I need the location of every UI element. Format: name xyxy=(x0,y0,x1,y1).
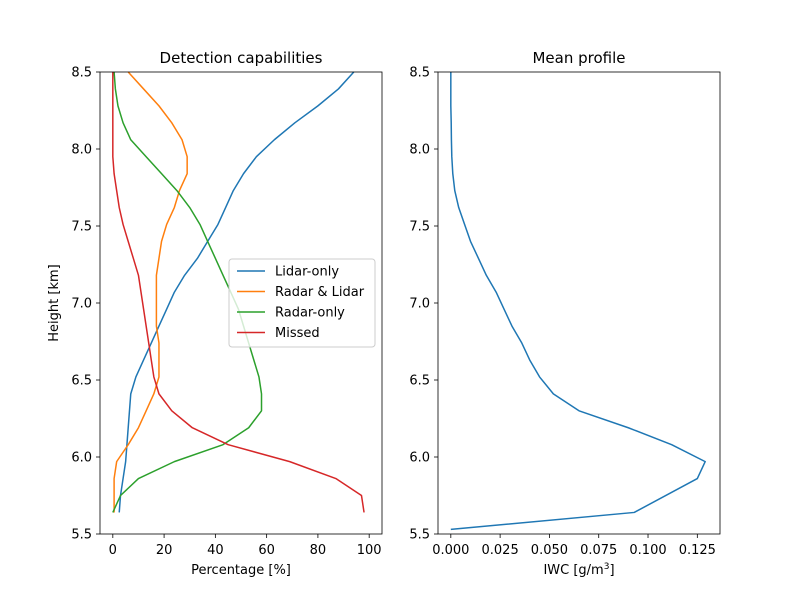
chart-title: Mean profile xyxy=(532,49,625,67)
y-tick-label: 7.0 xyxy=(71,297,92,312)
y-tick-label: 5.5 xyxy=(71,528,92,543)
x-tick-label: 0.025 xyxy=(482,543,519,558)
y-tick-label: 6.5 xyxy=(71,374,92,389)
x-tick-label: 0.050 xyxy=(531,543,568,558)
chart-title: Detection capabilities xyxy=(160,49,323,67)
x-tick-label: 80 xyxy=(310,543,327,558)
series-line-radar-lidar xyxy=(113,71,188,513)
x-tick-label: 0.100 xyxy=(629,543,666,558)
series-line-missed xyxy=(112,72,365,513)
detection-capabilities-panel: 0 20 40 60 80 100 5.5 6.0 6.5 7.0 7.5 8.0 8.5 Detecti… xyxy=(47,49,383,578)
x-axis-label: Percentage [%] xyxy=(191,563,291,578)
y-tick-label: 8.0 xyxy=(409,143,430,158)
series-line-lidar-only xyxy=(118,71,355,513)
y-tick-label: 6.0 xyxy=(409,451,430,466)
x-tick-label: 0 xyxy=(109,543,117,558)
legend-entry: Lidar-only xyxy=(275,265,339,280)
x-tick-label: 40 xyxy=(207,543,224,558)
legend-entry: Radar-only xyxy=(275,306,345,321)
y-tick-label: 8.0 xyxy=(71,143,92,158)
x-tick-label: 0.125 xyxy=(679,543,716,558)
y-tick-label: 6.0 xyxy=(71,451,92,466)
x-tick-label: 0.000 xyxy=(432,543,469,558)
x-axis-label: IWC [g/m3] xyxy=(543,562,614,578)
mean-profile-panel: 0.000 0.025 0.050 0.075 0.100 0.125 5.5 6.0 6.5 7… xyxy=(409,49,721,578)
series-line-iwc xyxy=(450,72,706,531)
y-tick-label: 8.5 xyxy=(71,66,92,81)
legend-entry: Missed xyxy=(275,326,320,341)
x-tick-label: 20 xyxy=(156,543,173,558)
y-tick-label: 8.5 xyxy=(409,66,430,81)
x-tick-label: 60 xyxy=(258,543,275,558)
y-tick-label: 5.5 xyxy=(409,528,430,543)
y-tick-label: 7.5 xyxy=(409,220,430,235)
y-axis-label: Height [km] xyxy=(47,264,62,341)
legend: Lidar-only Radar & Lidar Radar-only Missed xyxy=(228,258,376,348)
y-tick-label: 7.5 xyxy=(71,220,92,235)
legend-entry: Radar & Lidar xyxy=(275,285,365,300)
x-tick-label: 100 xyxy=(357,543,382,558)
y-tick-label: 6.5 xyxy=(409,374,430,389)
y-tick-label: 7.0 xyxy=(409,297,430,312)
legend-box xyxy=(228,258,376,348)
x-tick-label: 0.075 xyxy=(580,543,617,558)
